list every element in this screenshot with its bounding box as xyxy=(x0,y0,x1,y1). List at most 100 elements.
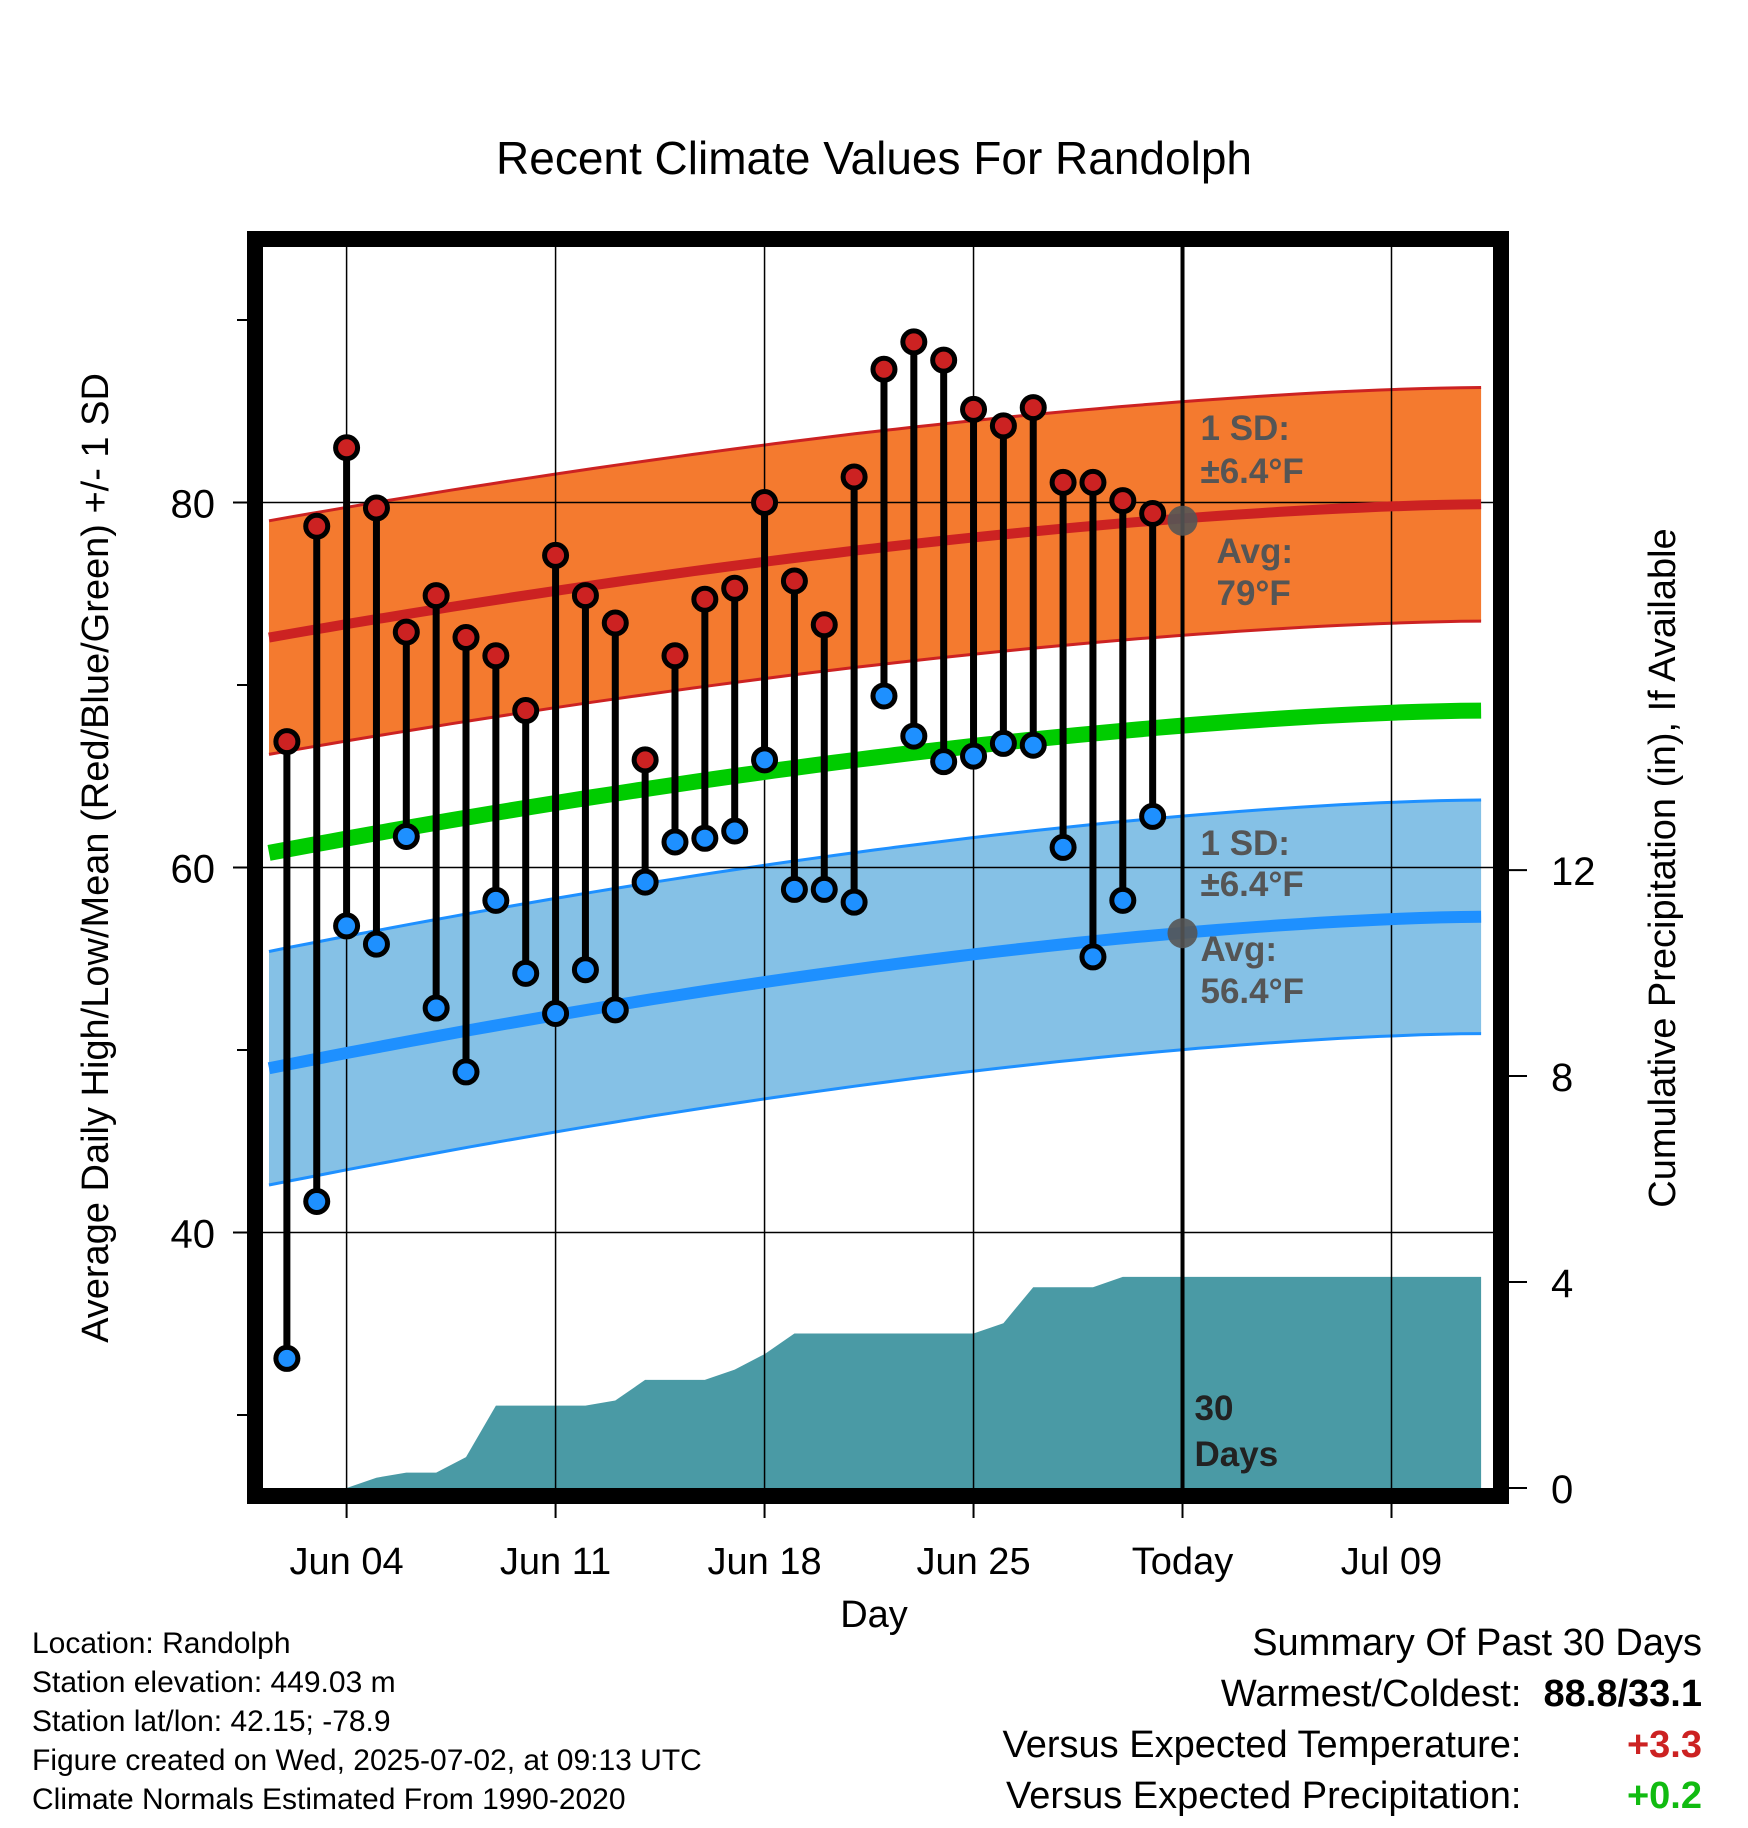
daily-high-point xyxy=(422,582,450,610)
daily-high-point xyxy=(452,624,480,652)
sd-low-value: ±6.4°F xyxy=(1201,865,1304,904)
y-tick-label: 60 xyxy=(171,848,216,892)
daily-high-point xyxy=(1049,468,1077,496)
daily-high-point xyxy=(930,346,958,374)
normal-high-band-lower-edge xyxy=(268,619,1482,756)
avg-low-title: Avg: xyxy=(1201,930,1277,969)
daily-low-point xyxy=(751,746,779,774)
summary-warmest-label: Warmest/Coldest: xyxy=(1220,1673,1522,1715)
sd-low-title: 1 SD: xyxy=(1201,824,1290,863)
summary-temp-value: +3.3 xyxy=(1626,1724,1702,1766)
days-count: 30 xyxy=(1195,1389,1234,1428)
avg-high-marker xyxy=(1167,505,1198,536)
x-axis-label: Day xyxy=(840,1594,908,1636)
daily-high-point xyxy=(1139,499,1167,527)
daily-high-point xyxy=(900,328,928,356)
daily-low-point xyxy=(273,1344,301,1372)
daily-high-point xyxy=(989,412,1017,440)
footer-normals: Climate Normals Estimated From 1990-2020 xyxy=(32,1783,626,1816)
daily-low-point xyxy=(601,996,629,1024)
avg-high-value: 79°F xyxy=(1217,574,1291,613)
daily-high-point xyxy=(303,512,331,540)
daily-low-point xyxy=(333,912,361,940)
daily-high-point xyxy=(542,541,570,569)
summary-warmest-value: 88.8/33.1 xyxy=(1543,1673,1702,1715)
normal-low-band-upper-edge xyxy=(268,798,1482,953)
x-tick-label: Jun 25 xyxy=(916,1541,1030,1583)
daily-low-point xyxy=(512,959,540,987)
daily-high-point xyxy=(631,746,659,774)
daily-low-point xyxy=(960,742,988,770)
sd-high-title: 1 SD: xyxy=(1201,409,1290,448)
y2-tick-label: 8 xyxy=(1551,1056,1573,1100)
daily-low-point xyxy=(1139,802,1167,830)
y-tick-label: 80 xyxy=(171,483,216,527)
daily-low-point xyxy=(392,822,420,850)
footer-latlon: Station lat/lon: 42.15; -78.9 xyxy=(32,1705,391,1738)
x-tick-label: Jun 04 xyxy=(290,1541,404,1583)
daily-low-point xyxy=(661,828,689,856)
chart-title: Recent Climate Values For Randolph xyxy=(496,132,1252,184)
daily-high-point xyxy=(1109,487,1137,515)
y-axis-right-label: Cumulative Precipitation (in), If Availa… xyxy=(1642,528,1684,1207)
daily-low-point xyxy=(631,868,659,896)
daily-low-point xyxy=(870,682,898,710)
daily-high-point xyxy=(810,611,838,639)
daily-high-point xyxy=(333,434,361,462)
daily-high-point xyxy=(960,395,988,423)
daily-low-point xyxy=(1019,731,1047,759)
daily-high-point xyxy=(512,697,540,725)
daily-high-point xyxy=(601,609,629,637)
y-axis-left-label: Average Daily High/Low/Mean (Red/Blue/Gr… xyxy=(75,373,117,1343)
daily-high-point xyxy=(780,567,808,595)
y2-tick-label: 4 xyxy=(1551,1262,1573,1306)
plot-area: ±6.4°F1 SD:Avg:79°F1 SD:±6.4°FAvg:56.4°F… xyxy=(171,231,1596,1583)
normal-high-band-upper-edge xyxy=(268,386,1482,523)
y2-tick-label: 0 xyxy=(1551,1468,1573,1512)
normal-low-line xyxy=(267,910,1482,1075)
daily-low-point xyxy=(1049,833,1077,861)
daily-low-point xyxy=(989,729,1017,757)
daily-low-point xyxy=(810,875,838,903)
daily-low-point xyxy=(542,1000,570,1027)
precipitation-area xyxy=(269,1276,1482,1488)
daily-high-point xyxy=(273,728,301,756)
daily-high-point xyxy=(1079,468,1107,496)
daily-low-point xyxy=(422,994,450,1022)
daily-low-point xyxy=(482,886,510,914)
normal-low-band-lower-edge xyxy=(268,1032,1482,1187)
avg-low-value: 56.4°F xyxy=(1201,972,1305,1011)
normal-high-line xyxy=(268,499,1482,643)
daily-high-point xyxy=(870,355,898,383)
sd-high-value: ±6.4°F xyxy=(1201,452,1304,491)
daily-low-point xyxy=(780,875,808,903)
daily-low-point xyxy=(1109,886,1137,914)
y2-tick-label: 12 xyxy=(1551,850,1596,894)
days-word: Days xyxy=(1195,1435,1279,1474)
summary-precip-label: Versus Expected Precipitation: xyxy=(1006,1775,1522,1817)
x-tick-label: Jun 18 xyxy=(708,1541,822,1583)
daily-low-point xyxy=(840,888,868,916)
daily-high-point xyxy=(362,494,390,522)
daily-low-point xyxy=(930,748,958,776)
x-tick-label: Jun 11 xyxy=(500,1541,611,1583)
daily-low-point xyxy=(571,956,599,984)
daily-high-point xyxy=(661,642,689,670)
summary-temp-label: Versus Expected Temperature: xyxy=(1002,1724,1522,1766)
daily-high-point xyxy=(482,642,510,670)
daily-high-point xyxy=(691,585,719,613)
x-tick-label: Jul 09 xyxy=(1341,1541,1442,1583)
daily-high-point xyxy=(392,618,420,646)
daily-high-point xyxy=(840,463,868,491)
daily-high-point xyxy=(751,489,779,516)
x-tick-label: Today xyxy=(1132,1541,1233,1583)
daily-low-point xyxy=(900,722,928,750)
daily-high-point xyxy=(571,582,599,610)
avg-low-marker xyxy=(1167,918,1198,949)
daily-low-point xyxy=(362,930,390,958)
y-tick-label: 40 xyxy=(171,1213,216,1257)
avg-high-title: Avg: xyxy=(1217,532,1293,571)
summary-warmest-row: Warmest/Coldest: 88.8/33.1 xyxy=(1221,1673,1702,1716)
daily-low-point xyxy=(452,1058,480,1086)
